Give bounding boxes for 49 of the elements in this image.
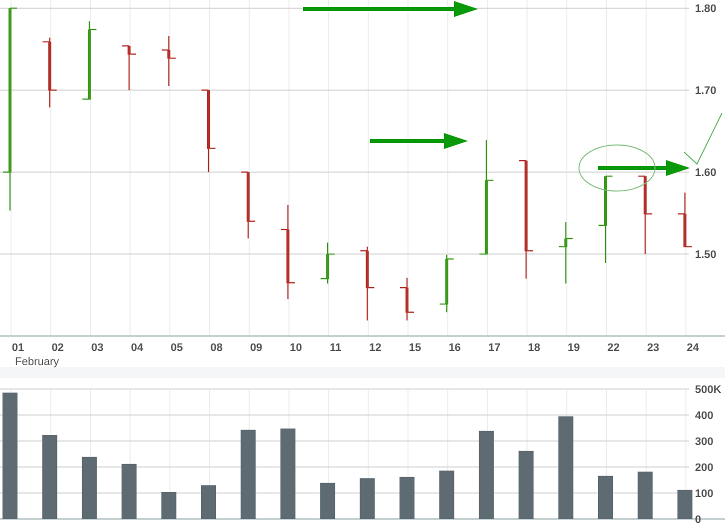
x-tick-label: 04 [130,342,144,354]
y-tick-label: 1.70 [695,84,716,97]
text: February [15,356,60,368]
y-tick-label: 1.80 [695,3,716,16]
x-tick-label: 05 [170,342,183,354]
bar [439,470,454,519]
bar [82,456,97,519]
x-tick-label: 24 [686,342,700,354]
bar [240,430,256,519]
y-tick-label: 400 [695,410,714,422]
x-tick-label: 02 [52,342,64,354]
bar [518,450,534,519]
y-tick-label: 200 [695,462,714,474]
x-tick-label: 08 [210,342,223,354]
x-tick-label: 11 [330,342,342,354]
x-tick-label: 03 [91,342,104,354]
bar [558,416,574,519]
bar [320,482,336,519]
bar [478,430,494,519]
x-tick-label: 15 [408,342,422,354]
bar [598,476,613,519]
x-tick-label: 23 [647,342,660,354]
bar [638,472,653,519]
x-tick-label: 18 [528,342,540,354]
candlestick [558,221,573,284]
bar [2,392,18,519]
y-tick-label: 1.60 [695,166,716,179]
y-tick-label: 100 [695,488,714,500]
bar [161,492,176,519]
y-tick-label: 500K [695,384,722,396]
y-tick-label: 1.50 [695,248,716,261]
bar [677,490,692,519]
bar [400,476,414,519]
y-tick-label: 0 [695,514,702,526]
x-tick-label: 19 [568,342,580,354]
candlestick [162,35,176,87]
x-tick-label: 10 [290,342,302,354]
bar [42,435,58,519]
x-tick-label: 01 [12,342,24,354]
x-tick-label: 22 [607,342,620,354]
bar [360,478,375,519]
bar [201,485,216,519]
x-tick-label: 16 [448,342,461,354]
bar [280,428,296,519]
x-tick-label: 12 [369,342,382,354]
x-tick-label: 09 [250,342,262,354]
x-tick-label: 17 [488,342,501,354]
y-tick-label: 300 [695,436,714,448]
bar [122,464,137,519]
